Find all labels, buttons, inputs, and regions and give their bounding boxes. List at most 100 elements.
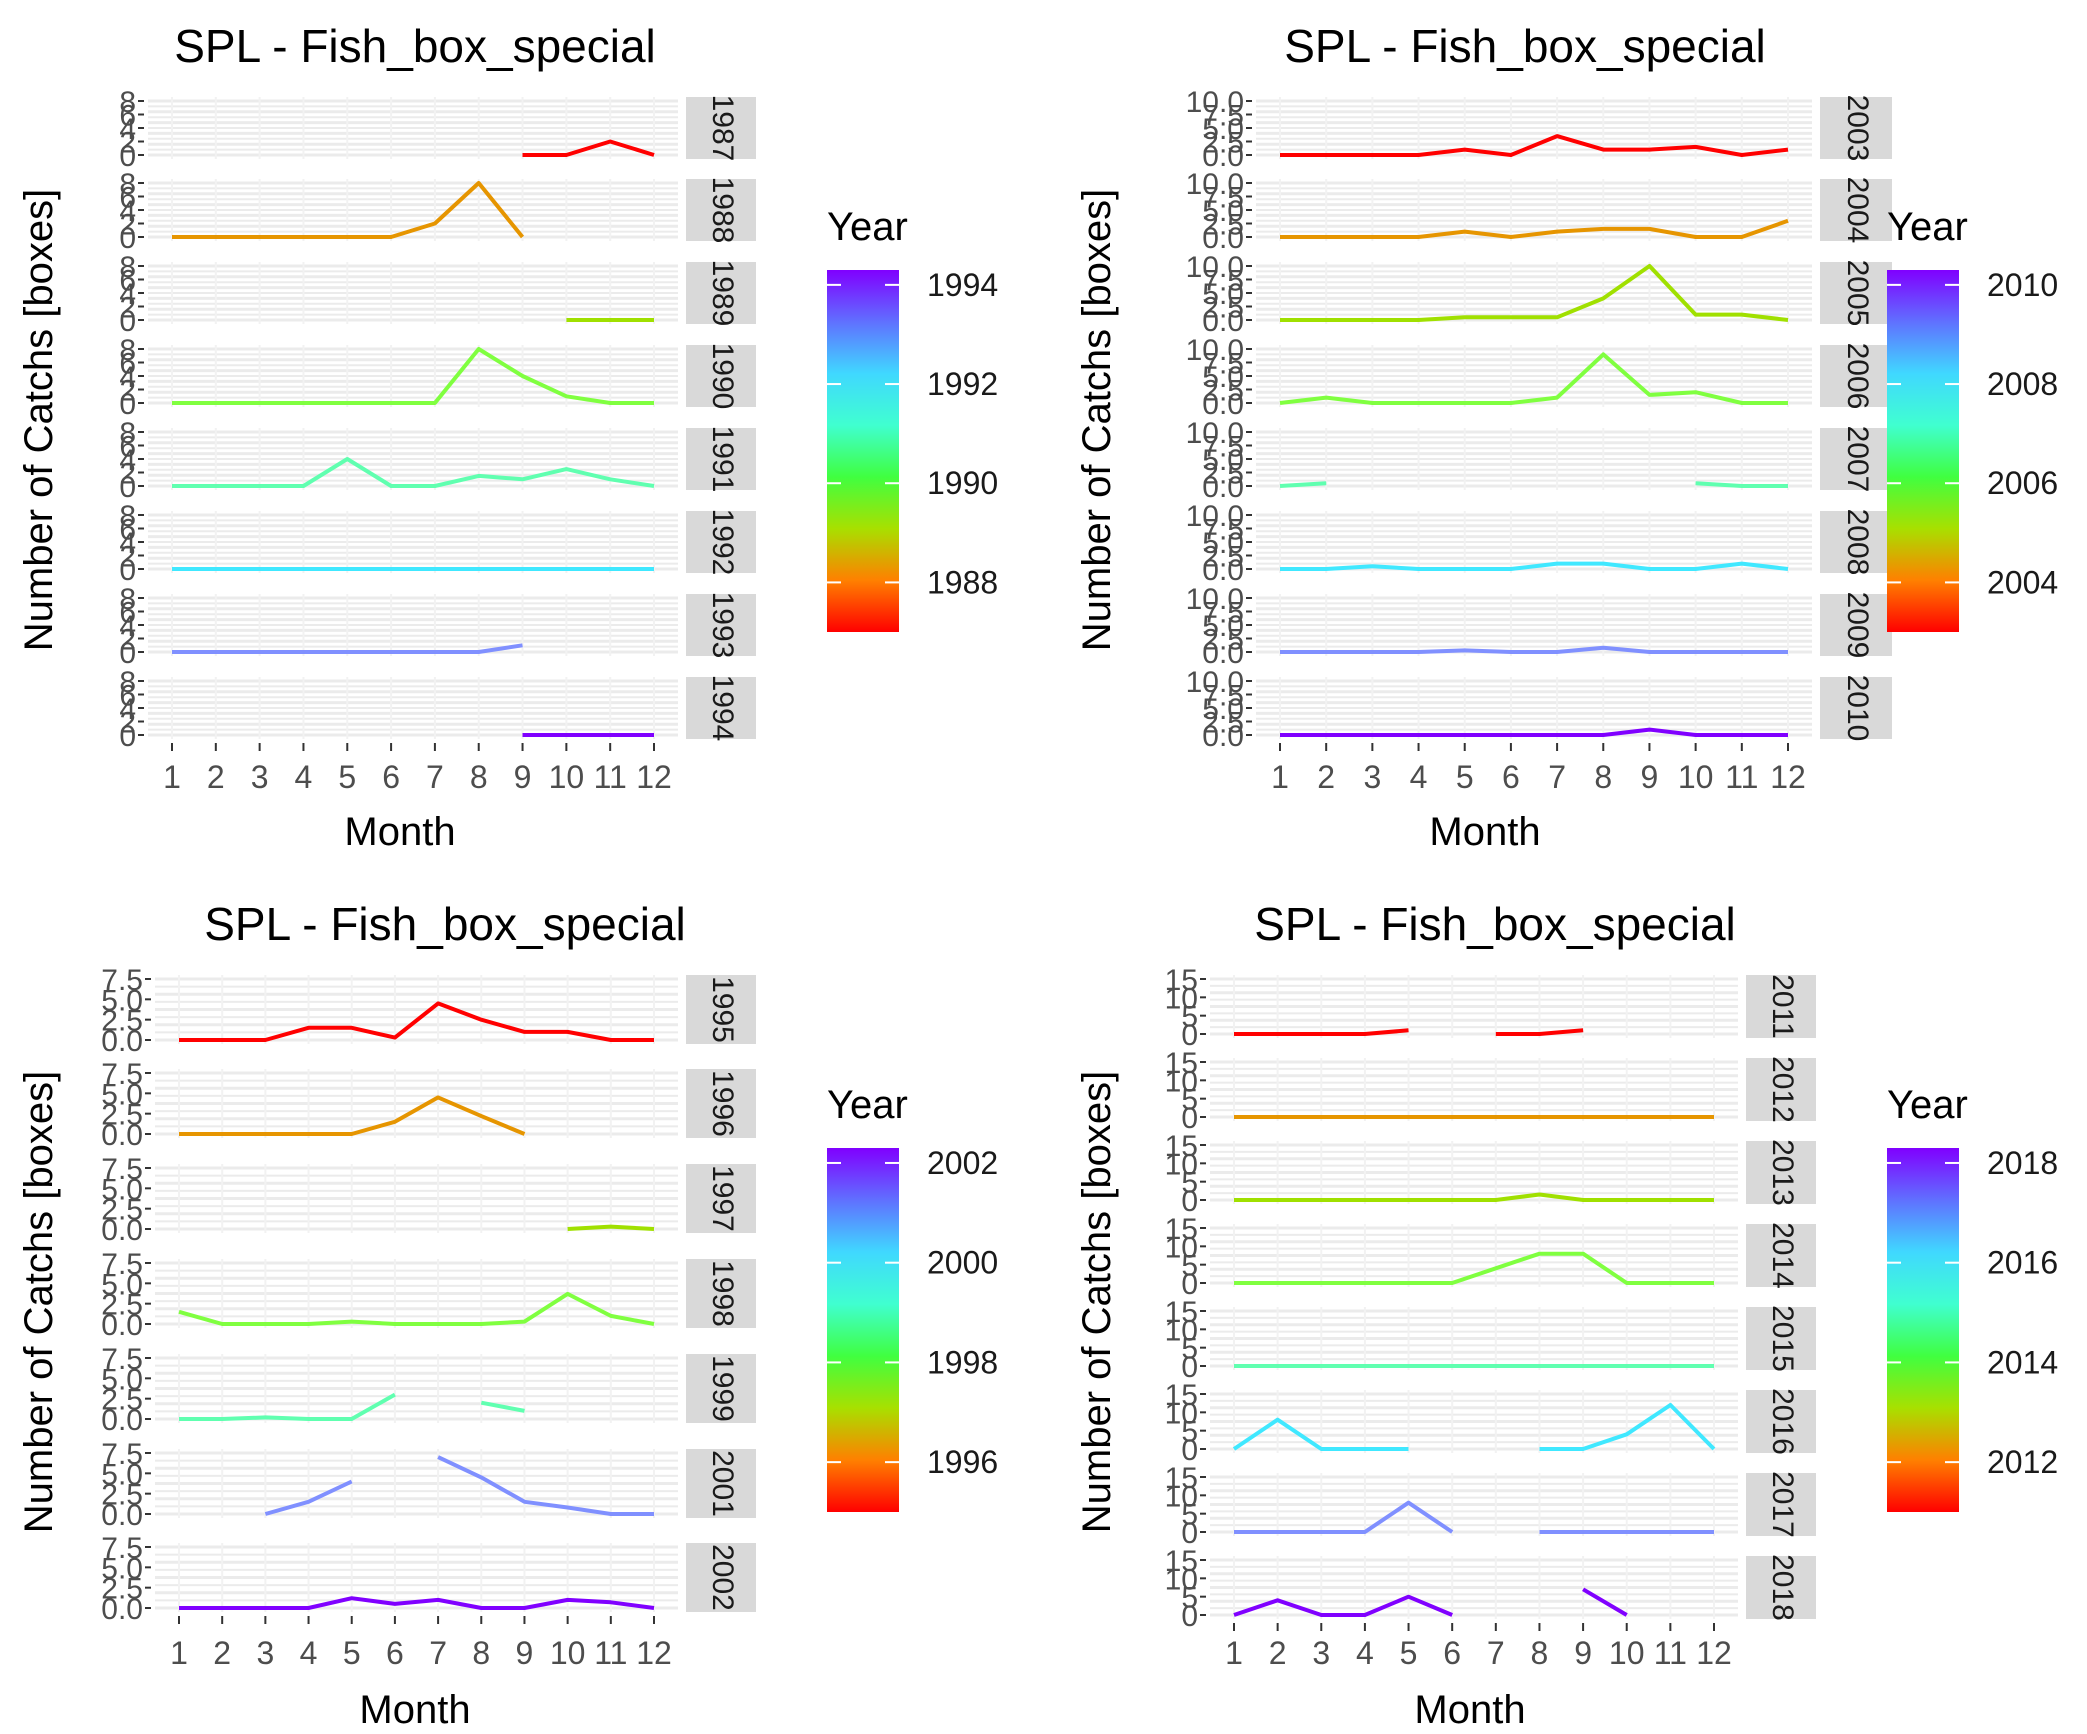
y-tick-label: 15 bbox=[1165, 1130, 1198, 1163]
colorbar-label: 2018 bbox=[1987, 1145, 2058, 1181]
x-tick-label: 10 bbox=[549, 759, 585, 795]
legend-title: Year bbox=[827, 205, 908, 249]
y-tick-label: 0.0 bbox=[1202, 140, 1244, 173]
y-tick-label: 0 bbox=[119, 471, 136, 504]
x-tick-label: 3 bbox=[1312, 1635, 1330, 1671]
y-tick-label: 6 bbox=[119, 182, 136, 215]
strip-background bbox=[686, 179, 756, 241]
x-tick-label: 9 bbox=[514, 759, 532, 795]
strip-background bbox=[686, 97, 756, 159]
strip-label: 2011 bbox=[1766, 974, 1799, 1039]
y-tick-label: 7.5 bbox=[1202, 348, 1244, 381]
strip-label: 2017 bbox=[1766, 1471, 1799, 1538]
y-tick-label: 5.0 bbox=[101, 1458, 143, 1491]
y-tick-label: 7.5 bbox=[101, 1153, 143, 1186]
series-line bbox=[522, 139, 655, 157]
y-tick-label: 2 bbox=[119, 375, 136, 408]
y-tick-label: 10.0 bbox=[1186, 666, 1244, 699]
strip-background bbox=[1820, 345, 1892, 407]
y-tick-label: 0 bbox=[119, 720, 136, 753]
strip-label: 1992 bbox=[706, 509, 739, 576]
y-axis-label: Number of Catchs [boxes] bbox=[17, 189, 61, 651]
x-tick-label: 9 bbox=[516, 1635, 534, 1671]
series-line bbox=[1279, 352, 1788, 405]
y-tick-label: 5 bbox=[1181, 1416, 1198, 1449]
y-tick-label: 0 bbox=[1181, 1351, 1198, 1384]
x-tick-label: 1 bbox=[1225, 1635, 1243, 1671]
legend-title: Year bbox=[1887, 1083, 1968, 1127]
chart-title: SPL - Fish_box_special bbox=[204, 898, 686, 950]
series-line bbox=[172, 347, 654, 405]
strip-background bbox=[686, 1069, 756, 1138]
y-tick-label: 8 bbox=[119, 334, 136, 367]
strip-label: 2013 bbox=[1766, 1139, 1799, 1206]
x-tick-label: 5 bbox=[1400, 1635, 1418, 1671]
x-tick-label: 1 bbox=[163, 759, 181, 795]
y-tick-label: 2.5 bbox=[101, 1573, 143, 1606]
colorbar bbox=[827, 1148, 899, 1512]
y-tick-label: 5 bbox=[1181, 1084, 1198, 1117]
y-tick-label: 0 bbox=[119, 637, 136, 670]
x-tick-label: 8 bbox=[1594, 759, 1612, 795]
y-tick-label: 0 bbox=[119, 222, 136, 255]
facet-panel: 0.02.55.07.510.0 2005 bbox=[1186, 251, 1892, 338]
colorbar-label: 2004 bbox=[1987, 564, 2058, 600]
y-tick-label: 10 bbox=[1165, 1231, 1198, 1264]
y-tick-label: 0.0 bbox=[1202, 305, 1244, 338]
facet-panel: 0.02.55.07.5 2001 bbox=[101, 1438, 756, 1532]
facet-panel: 0.02.55.07.5 2002 bbox=[101, 1532, 756, 1626]
strip-label: 1991 bbox=[706, 426, 739, 493]
y-tick-label: 7.5 bbox=[1202, 182, 1244, 215]
x-tick-label: 8 bbox=[472, 1635, 490, 1671]
colorbar-label: 1998 bbox=[927, 1344, 998, 1380]
y-tick-label: 2 bbox=[119, 624, 136, 657]
y-tick-label: 2 bbox=[119, 127, 136, 160]
y-tick-label: 2.5 bbox=[1202, 458, 1244, 491]
x-tick-label: 11 bbox=[594, 759, 627, 795]
y-tick-label: 0.0 bbox=[1202, 388, 1244, 421]
y-tick-label: 0 bbox=[1181, 1517, 1198, 1550]
series-line bbox=[1233, 1594, 1453, 1617]
series-line bbox=[1234, 1500, 1454, 1534]
y-tick-label: 15 bbox=[1165, 1545, 1198, 1578]
y-tick-label: 2 bbox=[119, 209, 136, 242]
facet-panel: 0.02.55.07.5 1995 bbox=[101, 964, 756, 1058]
y-tick-label: 7.5 bbox=[1202, 680, 1244, 713]
y-tick-label: 7.5 bbox=[1202, 514, 1244, 547]
x-tick-label: 10 bbox=[550, 1635, 586, 1671]
y-tick-label: 5 bbox=[1181, 1333, 1198, 1366]
strip-background bbox=[1746, 1307, 1816, 1370]
y-tick-label: 10 bbox=[1165, 1314, 1198, 1347]
x-tick-label: 3 bbox=[251, 759, 269, 795]
y-tick-label: 0 bbox=[119, 554, 136, 587]
y-tick-label: 2.5 bbox=[101, 1384, 143, 1417]
x-tick-label: 7 bbox=[429, 1635, 447, 1671]
series-line bbox=[172, 457, 655, 488]
y-tick-label: 0.0 bbox=[1202, 720, 1244, 753]
y-tick-label: 6 bbox=[119, 100, 136, 133]
facet-panel: 0.02.55.07.5 1998 bbox=[101, 1248, 756, 1342]
strip-label: 2004 bbox=[1841, 177, 1874, 244]
strip-background bbox=[686, 428, 756, 490]
y-tick-label: 7.5 bbox=[1202, 100, 1244, 133]
y-tick-label: 0.0 bbox=[101, 1025, 143, 1058]
strip-background bbox=[686, 1164, 756, 1233]
y-tick-label: 0 bbox=[1181, 1434, 1198, 1467]
facet-panel: 0.02.55.07.510.0 2007 bbox=[1186, 417, 1892, 504]
strip-background bbox=[1820, 677, 1892, 739]
strip-background bbox=[1820, 179, 1892, 241]
strip-background bbox=[1746, 1556, 1816, 1619]
y-tick-label: 8 bbox=[119, 417, 136, 450]
y-tick-label: 2.5 bbox=[1202, 541, 1244, 574]
x-tick-label: 6 bbox=[1502, 759, 1520, 795]
strip-label: 2003 bbox=[1841, 95, 1874, 162]
y-tick-label: 2.5 bbox=[101, 1194, 143, 1227]
strip-background bbox=[686, 594, 756, 656]
x-tick-label: 2 bbox=[1317, 759, 1335, 795]
series-line bbox=[172, 181, 525, 239]
